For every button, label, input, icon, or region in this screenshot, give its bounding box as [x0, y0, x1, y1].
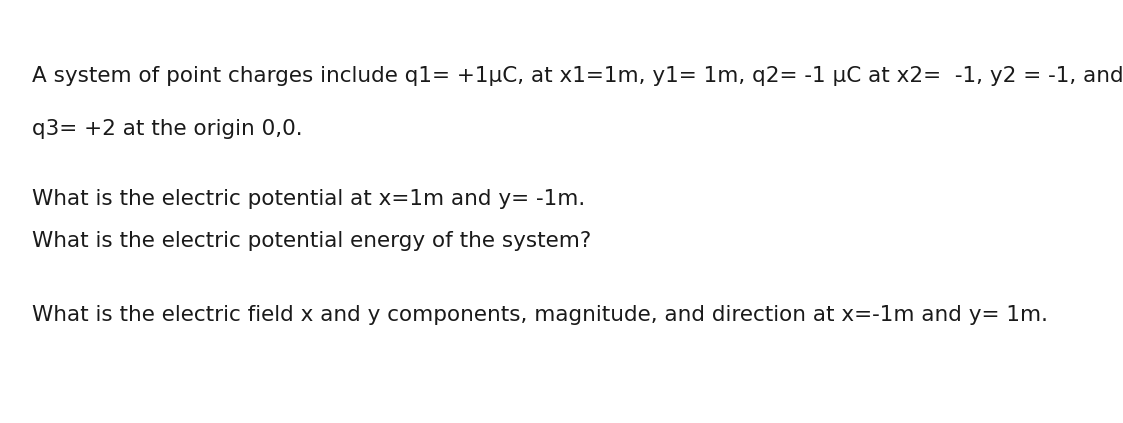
Text: q3= +2 at the origin 0,0.: q3= +2 at the origin 0,0. — [33, 119, 303, 139]
Text: What is the electric field x and y components, magnitude, and direction at x=-1m: What is the electric field x and y compo… — [33, 305, 1048, 325]
Text: A system of point charges include q1= +1μC, at x1=1m, y1= 1m, q2= -1 μC at x2=  : A system of point charges include q1= +1… — [33, 66, 1123, 86]
Text: What is the electric potential at x=1m and y= -1m.: What is the electric potential at x=1m a… — [33, 189, 585, 209]
Text: What is the electric potential energy of the system?: What is the electric potential energy of… — [33, 231, 592, 251]
